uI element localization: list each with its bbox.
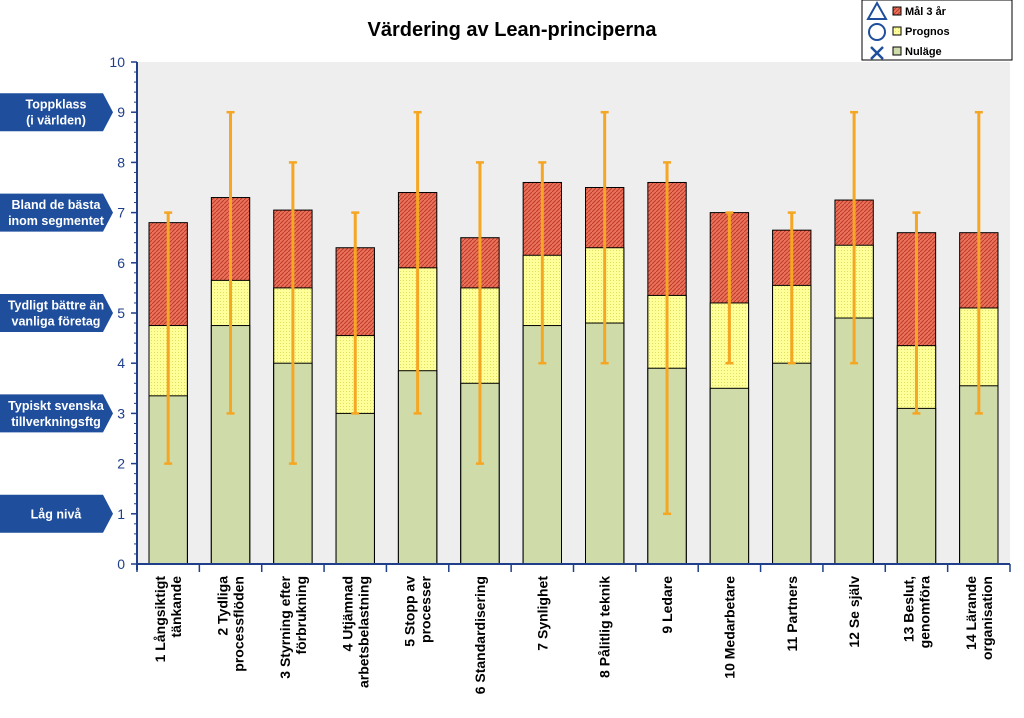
level-label: Låg nivå — [31, 507, 82, 521]
category-label: 9 Ledare — [659, 576, 675, 634]
category-label: tänkande — [168, 576, 184, 638]
category-label: förbrukning — [293, 576, 309, 655]
level-label: Tydligt bättre än — [8, 299, 104, 313]
level-label: inom segmentet — [8, 214, 105, 228]
range-bars — [164, 110, 983, 516]
y-tick-label: 4 — [117, 355, 125, 371]
category-label: 6 Standardisering — [472, 576, 488, 694]
level-label: Toppklass — [26, 98, 87, 112]
level-arrow — [0, 294, 113, 332]
plot-area — [137, 62, 1010, 564]
legend-label: Nuläge — [905, 46, 942, 58]
category-label: 12 Se själv — [846, 576, 862, 648]
category-label: 7 Synlighet — [534, 576, 550, 651]
bar-nulage — [709, 387, 750, 565]
y-tick-label: 0 — [117, 556, 125, 572]
y-axis: 0 1 2 3 4 5 6 7 8 9 10 — [109, 54, 138, 572]
category-label: arbetsbelastning — [355, 576, 371, 688]
level-label: tillverkningsftg — [11, 415, 101, 429]
category-label: genomföra — [916, 576, 932, 649]
category-label: processer — [418, 575, 434, 642]
legend: Mål 3 år Prognos Nuläge — [861, 0, 1013, 61]
y-tick-label: 7 — [117, 205, 125, 221]
category-label: processflöden — [231, 576, 247, 672]
category-label: 13 Beslut, — [900, 576, 916, 642]
level-label: Bland de bästa — [12, 198, 102, 212]
category-label: 1 Långsiktigt — [152, 576, 168, 663]
bar-nulage — [772, 362, 812, 565]
bar-nulage — [896, 407, 937, 565]
category-label: 3 Styrning efter — [277, 575, 293, 678]
legend-swatch — [892, 26, 902, 36]
legend-label: Mål 3 år — [905, 6, 947, 18]
category-label: 8 Pålitlig teknik — [597, 576, 613, 678]
level-label: Typiskt svenska — [8, 399, 105, 413]
triangle-icon — [866, 0, 888, 20]
level-labels: Toppklass (i världen) Bland de bästa inom s… — [0, 93, 113, 533]
y-tick-label: 2 — [117, 456, 125, 472]
chart-title: Värdering av Lean-principerna — [368, 19, 658, 41]
category-label: organisation — [979, 576, 995, 660]
y-tick-label: 5 — [117, 305, 125, 321]
legend-swatch — [892, 6, 902, 16]
level-arrow — [0, 394, 113, 433]
x-axis: 1 Långsiktigt tänkande 2 Tydliga processflö… — [136, 563, 1011, 694]
y-tick-label: 6 — [117, 255, 125, 271]
legend-box — [861, 0, 1013, 61]
y-tick-label: 8 — [117, 154, 125, 170]
y-tick-label: 10 — [109, 54, 125, 70]
category-label: 14 Lärande — [963, 576, 979, 650]
bar-nulage — [585, 322, 625, 565]
legend-swatch — [892, 46, 902, 56]
category-label: 11 Partners — [784, 576, 800, 652]
x-icon — [870, 46, 884, 60]
category-label: 4 Utjämnad — [339, 576, 355, 651]
level-label: (i världen) — [26, 114, 86, 128]
bar-nulage — [522, 325, 563, 565]
level-arrow — [0, 193, 113, 232]
circle-icon — [868, 23, 886, 41]
category-label: 5 Stopp av — [402, 576, 418, 647]
level-label: vanliga företag — [12, 315, 101, 329]
y-tick-label: 3 — [117, 405, 125, 421]
y-tick-label: 9 — [117, 104, 125, 120]
level-arrow — [0, 494, 113, 533]
category-label: 2 Tydliga — [215, 576, 231, 636]
category-label: 10 Medarbetare — [721, 576, 737, 679]
y-tick-label: 1 — [117, 506, 125, 522]
bar-nulage — [335, 412, 375, 565]
level-arrow — [0, 93, 113, 132]
legend-label: Prognos — [905, 26, 950, 38]
